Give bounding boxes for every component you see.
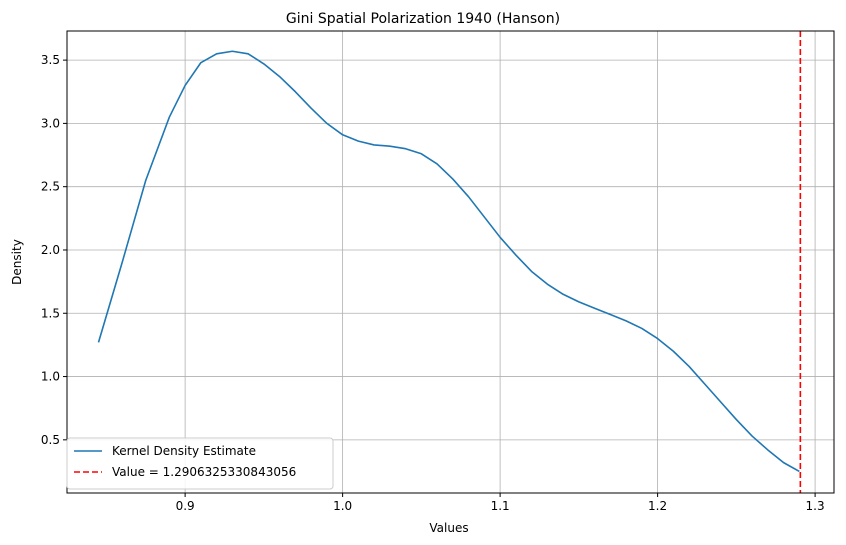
chart-title: Gini Spatial Polarization 1940 (Hanson) — [286, 11, 560, 27]
x-tick-label: 1.3 — [806, 499, 825, 513]
x-tick-label: 1.0 — [333, 499, 352, 513]
y-tick-label: 3.0 — [41, 116, 60, 130]
legend-box — [66, 437, 334, 490]
kde-line — [97, 50, 800, 473]
y-tick-label: 1.5 — [41, 306, 60, 320]
y-axis-label: Density — [10, 239, 24, 285]
x-tick-label: 0.9 — [176, 499, 195, 513]
x-ticks: 0.9 1.0 1.1 1.2 1.3 — [176, 493, 825, 513]
x-axis-label: Values — [429, 521, 468, 535]
grid — [67, 31, 834, 493]
y-tick-label: 1.0 — [41, 370, 60, 384]
plot-lines — [97, 31, 802, 493]
legend: Kernel Density Estimate Value = 1.290632… — [66, 437, 334, 490]
plot-frame — [66, 30, 835, 494]
x-tick-label: 1.1 — [491, 499, 510, 513]
y-ticks: 0.5 1.0 1.5 2.0 2.5 3.0 3.5 — [41, 53, 67, 447]
y-tick-label: 2.5 — [41, 180, 60, 194]
x-tick-label: 1.2 — [648, 499, 667, 513]
y-tick-label: 0.5 — [41, 433, 60, 447]
y-tick-label: 2.0 — [41, 243, 60, 257]
legend-label-kde: Kernel Density Estimate — [112, 444, 256, 458]
y-tick-label: 3.5 — [41, 53, 60, 67]
legend-label-value: Value = 1.2906325330843056 — [112, 465, 296, 479]
